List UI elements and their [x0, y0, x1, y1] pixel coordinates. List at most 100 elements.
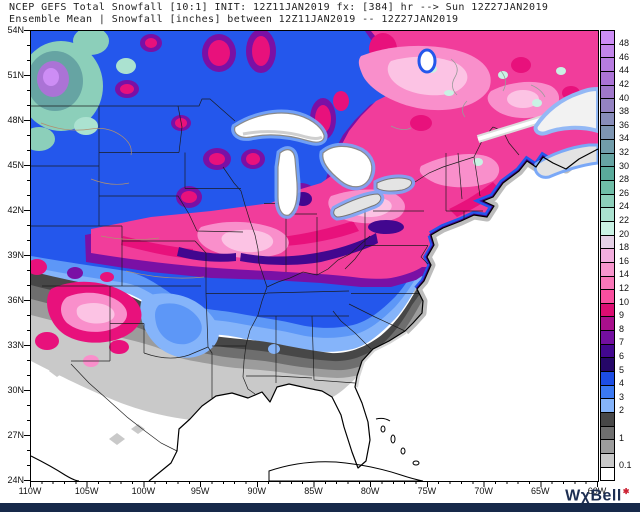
colorbar-label-6: 6	[619, 351, 625, 362]
map-title-line2: Ensemble Mean | Snowfall [inches] betwee…	[9, 14, 459, 25]
colorbar-segment	[601, 289, 614, 303]
colorbar-label-44: 44	[619, 65, 630, 76]
wxbell-logo-icon: ✱	[622, 487, 630, 496]
colorbar-segment	[601, 84, 614, 99]
state-borders	[31, 98, 520, 452]
colorbar-label-22: 22	[619, 214, 630, 225]
colorbar-label-42: 42	[619, 78, 630, 89]
colorbar-segment	[601, 111, 614, 126]
great-lakes	[231, 48, 437, 221]
lat-label-42N: 42N	[7, 205, 24, 215]
wxbell-watermark-text: WχBell	[565, 487, 622, 505]
lon-label-100W: 100W	[131, 486, 156, 496]
colorbar-label-2: 2	[619, 405, 625, 416]
colorbar-label-12: 12	[619, 283, 630, 293]
colorbar-segment	[601, 316, 614, 331]
lon-label-90W: 90W	[247, 486, 267, 496]
snowfall-colorbar	[600, 30, 615, 481]
colorbar-label-5: 5	[619, 364, 625, 375]
light-pink-cores	[197, 45, 566, 259]
colorbar-label-48: 48	[619, 38, 630, 49]
lat-label-51N: 51N	[7, 70, 24, 80]
lon-label-70W: 70W	[474, 486, 493, 496]
colorbar-label-28: 28	[619, 174, 630, 185]
colorbar-segment	[601, 384, 614, 399]
rivers	[40, 58, 546, 279]
colorbar-label-36: 36	[619, 119, 630, 130]
lon-label-105W: 105W	[74, 486, 99, 496]
southwest-rosettes	[31, 259, 142, 367]
lat-label-24N: 24N	[7, 475, 24, 485]
colorbar-segment	[601, 439, 614, 453]
lon-label-95W: 95W	[190, 486, 210, 496]
colorbar-label-10: 10	[619, 296, 630, 307]
colorbar-segment	[601, 371, 614, 385]
colorbar-segment	[601, 57, 614, 71]
colorbar-segment	[601, 452, 614, 467]
colorbar-segment	[601, 152, 614, 167]
lat-label-27N: 27N	[7, 430, 24, 440]
map-canvas	[30, 30, 599, 482]
colorbar-segment	[601, 166, 614, 181]
colorbar-label-7: 7	[619, 337, 625, 348]
colorbar-segment	[601, 234, 614, 249]
colorbar-label-30: 30	[619, 160, 630, 171]
colorbar-segment	[601, 343, 614, 358]
colorbar-label-3: 3	[619, 391, 625, 402]
texas-gray-specks	[49, 365, 145, 445]
colorbar-label-46: 46	[619, 51, 630, 62]
colorbar-label-1: 1	[619, 432, 625, 443]
lat-label-30N: 30N	[7, 385, 24, 395]
colorbar-label-4: 4	[619, 378, 625, 389]
colorbar-label-38: 38	[619, 106, 630, 117]
lat-label-48N: 48N	[7, 115, 24, 125]
colorbar-label-9: 9	[619, 310, 625, 321]
lat-label-36N: 36N	[7, 295, 24, 305]
lon-label-80W: 80W	[360, 486, 380, 496]
colorbar-label-40: 40	[619, 92, 630, 103]
gulf-st-lawrence	[476, 86, 598, 179]
footer-bar	[0, 503, 640, 512]
colorbar-segment	[601, 425, 614, 440]
lat-label-45N: 45N	[7, 160, 24, 170]
cuba-bahamas	[268, 417, 424, 481]
colorbar-segment	[601, 302, 614, 317]
colorbar-segment	[601, 398, 614, 412]
colorbar-label-26: 26	[619, 187, 630, 198]
colorbar-segment	[601, 330, 614, 344]
coastline	[31, 148, 598, 481]
northwest-heavy-blobs	[31, 31, 136, 151]
colorbar-segment	[601, 248, 614, 262]
colorbar-segment	[601, 193, 614, 208]
lon-label-65W: 65W	[531, 486, 550, 496]
colorbar-segment	[601, 466, 614, 481]
colorbar-segment	[601, 98, 614, 112]
lat-label-54N: 54N	[7, 25, 24, 35]
colorbar-segment	[601, 70, 614, 85]
colorbar-segment	[601, 125, 614, 140]
colorbar-label-20: 20	[619, 228, 630, 239]
colorbar-segment	[601, 220, 614, 235]
lon-label-110W: 110W	[18, 486, 42, 496]
colorbar-segment	[601, 275, 614, 290]
colorbar-label-16: 16	[619, 255, 630, 266]
colorbar-segment	[601, 180, 614, 194]
wxbell-watermark: WχBell✱	[565, 487, 630, 505]
colorbar-label-18: 18	[619, 242, 630, 253]
colorbar-segment	[601, 411, 614, 426]
lat-label-33N: 33N	[7, 340, 24, 350]
colorbar-label-32: 32	[619, 146, 630, 157]
colorbar-segment	[601, 261, 614, 276]
lon-label-85W: 85W	[304, 486, 323, 496]
snowfall-map-svg	[31, 31, 598, 481]
colorbar-label-8: 8	[619, 323, 625, 334]
colorbar-label-14: 14	[619, 269, 630, 280]
lon-label-60W: 60W	[587, 486, 607, 496]
colorbar-label-0.1: 0.1	[619, 459, 632, 470]
colorbar-label-24: 24	[619, 201, 630, 212]
colorbar-segment	[601, 207, 614, 221]
deep-magenta-streaks	[121, 33, 580, 259]
oklahoma-blue-tongue	[140, 293, 280, 358]
lat-label-39N: 39N	[7, 250, 24, 260]
